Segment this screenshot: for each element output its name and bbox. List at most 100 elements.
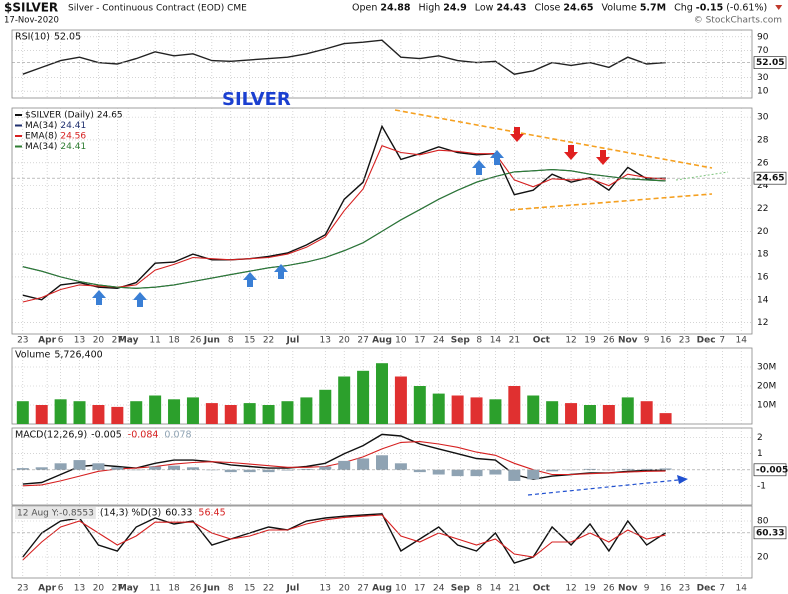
bar bbox=[130, 401, 143, 424]
bar bbox=[205, 403, 218, 424]
last-value-label: 60.33 bbox=[756, 528, 784, 538]
panel-title: Volume bbox=[15, 350, 50, 361]
x-tick-label: 27 bbox=[357, 584, 368, 594]
bar bbox=[224, 405, 237, 424]
bar bbox=[319, 466, 332, 470]
bar bbox=[224, 469, 237, 473]
annotations: SILVER bbox=[92, 89, 729, 496]
y-tick-label: 26 bbox=[757, 158, 769, 168]
quote-value: -0.15 bbox=[696, 3, 723, 14]
legend-value: 52.05 bbox=[54, 32, 81, 43]
bar bbox=[508, 469, 521, 481]
legend-value: 24.41 bbox=[60, 121, 86, 131]
bar bbox=[205, 469, 218, 471]
last-value-label: -0.005 bbox=[756, 465, 788, 475]
legend-name: EMA(8) bbox=[25, 132, 57, 142]
x-tick-label: Dec bbox=[697, 584, 716, 594]
bar bbox=[489, 469, 502, 475]
bar bbox=[92, 405, 105, 424]
last-value-label: 24.65 bbox=[756, 174, 784, 184]
legend-value: -0.084 bbox=[128, 430, 159, 441]
series-line bbox=[22, 39, 666, 75]
panel-title: (14,3) %D(3) bbox=[100, 508, 161, 519]
bar bbox=[130, 469, 143, 471]
x-tick-label: 9 bbox=[644, 336, 650, 346]
x-tick-label: 8 bbox=[228, 336, 234, 346]
legend-value: 0.078 bbox=[164, 430, 191, 441]
y-tick-label: 16 bbox=[757, 272, 769, 282]
bar bbox=[508, 386, 521, 424]
bar bbox=[621, 397, 634, 424]
x-tick-label: 8 bbox=[476, 336, 482, 346]
tooltip: 12 Aug Y:-0.8553 bbox=[17, 509, 94, 519]
x-tick-label: 24 bbox=[433, 336, 445, 346]
x-tick-label: Oct bbox=[533, 584, 551, 594]
x-tick-label: Oct bbox=[533, 336, 551, 346]
last-value-box bbox=[753, 171, 787, 185]
tooltip-box bbox=[15, 507, 96, 519]
x-tick-label: 11 bbox=[149, 336, 160, 346]
quote-value: 24.88 bbox=[380, 3, 410, 14]
x-tick-label: 21 bbox=[509, 336, 520, 346]
panel-title: MACD(12,26,9) bbox=[15, 430, 87, 441]
bar bbox=[35, 467, 48, 470]
bar bbox=[565, 469, 578, 471]
bar bbox=[338, 460, 351, 470]
bar bbox=[432, 393, 445, 424]
legend-value: -0.005 bbox=[91, 430, 122, 441]
quote-value: 5.7M bbox=[640, 3, 666, 14]
bar bbox=[394, 463, 407, 470]
x-tick-label: 26 bbox=[190, 336, 202, 346]
trend-line bbox=[394, 109, 713, 169]
x-tick-label: 10 bbox=[395, 336, 407, 346]
up-arrow bbox=[472, 160, 486, 175]
bar bbox=[432, 469, 445, 475]
y-tick-label: 70 bbox=[757, 46, 769, 56]
legend-name: MA(34) bbox=[25, 121, 57, 131]
bar bbox=[621, 468, 634, 470]
bar bbox=[54, 399, 67, 424]
bar bbox=[243, 403, 256, 424]
x-tick-label: 15 bbox=[244, 584, 255, 594]
bar bbox=[92, 463, 105, 470]
bar bbox=[640, 468, 653, 470]
bar bbox=[281, 469, 294, 471]
down-arrow bbox=[510, 127, 524, 142]
x-tick-label: Dec bbox=[697, 336, 716, 346]
bar bbox=[319, 389, 332, 424]
y-tick-label: 80 bbox=[757, 517, 769, 527]
x-tick-label: 23 bbox=[679, 584, 690, 594]
panel-title: RSI(10) bbox=[15, 32, 50, 43]
x-tick-label: 15 bbox=[244, 336, 255, 346]
bar bbox=[413, 469, 426, 473]
x-tick-label: 13 bbox=[320, 336, 331, 346]
x-tick-label: 11 bbox=[149, 584, 160, 594]
bar bbox=[149, 395, 162, 424]
x-tick-label: 6 bbox=[58, 336, 64, 346]
down-arrows bbox=[510, 127, 610, 165]
y-tick-label: 1 bbox=[757, 449, 763, 459]
x-tick-label: Jun bbox=[203, 584, 220, 594]
bar bbox=[659, 468, 672, 470]
bar bbox=[243, 469, 256, 473]
bar bbox=[168, 399, 181, 424]
quote-label: Chg bbox=[674, 3, 693, 14]
down-arrow bbox=[564, 145, 578, 160]
x-tick-label: 13 bbox=[320, 584, 331, 594]
x-tick-label: 27 bbox=[112, 336, 123, 346]
x-tick-label: May bbox=[118, 336, 139, 346]
bar bbox=[149, 466, 162, 470]
x-tick-label: 8 bbox=[476, 584, 482, 594]
x-tick-label: 20 bbox=[93, 584, 105, 594]
bar bbox=[489, 399, 502, 424]
y-tick-label: 12 bbox=[757, 318, 768, 328]
x-tick-label: 19 bbox=[584, 336, 596, 346]
date: 17-Nov-2020 bbox=[4, 16, 59, 26]
x-tick-label: 7 bbox=[719, 584, 725, 594]
bar bbox=[451, 469, 464, 477]
bar bbox=[73, 460, 86, 470]
y-tick-label: 22 bbox=[757, 204, 768, 214]
x-tick-label: Nov bbox=[618, 336, 638, 346]
bar bbox=[602, 405, 615, 424]
